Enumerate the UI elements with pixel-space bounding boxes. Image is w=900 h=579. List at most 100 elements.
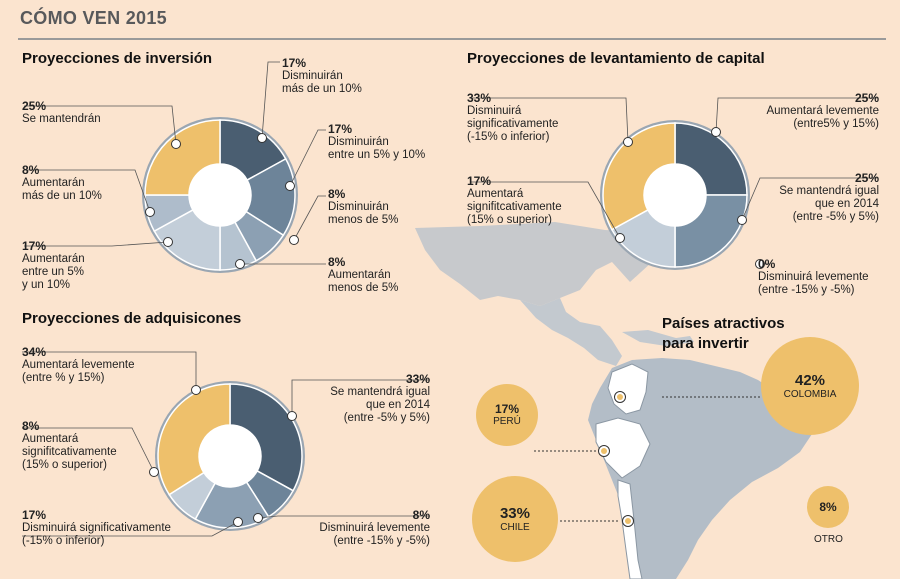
bubble-chile: 33% CHILE: [471, 475, 559, 563]
leader-line: [715, 97, 878, 133]
slice-label: 8% Aumentarán menos de 5%: [328, 256, 398, 295]
country-marker-dot: [625, 518, 631, 524]
slice-label: 8% Disminuirá levemente (entre -15% y -5%…: [319, 509, 430, 548]
slice-description: Aumentará levemente (entre % y 15%): [22, 359, 135, 384]
slice-label: 33% Se mantendrá igual que en 2014 (entre…: [330, 373, 430, 425]
slice-description: Disminuirá levemente (entre -15% y -5%): [758, 271, 869, 296]
slice-percent: 33%: [467, 91, 492, 105]
country-marker-dot: [617, 394, 623, 400]
leader-line: [24, 169, 151, 213]
slice-percent: 34%: [22, 345, 47, 359]
leader-line: [470, 181, 621, 239]
page-title: CÓMO VEN 2015: [20, 8, 167, 28]
map-central-america: [520, 298, 622, 366]
slice-percent: 8%: [22, 163, 40, 177]
slice-label: 17% Aumentarán entre un 5% y un 10%: [22, 240, 85, 292]
slice-percent: 0%: [758, 257, 776, 271]
country-marker-dot: [601, 448, 607, 454]
bubble-peru: 17% PERÚ: [475, 383, 539, 447]
slice-marker: [253, 513, 263, 523]
bubble-otro: 8%: [806, 485, 850, 529]
slice-percent: 17%: [22, 508, 47, 522]
donut-proyecciones-de-levantamiento-de-capital: [600, 120, 750, 270]
slice-label: 17% Disminuirá significativamente (-15% o…: [22, 509, 171, 548]
slice-description: Aumentará levemente (entre5% y 15%): [766, 105, 879, 130]
map-north-america: [415, 222, 660, 306]
chart-title: Proyecciones de inversión: [22, 50, 213, 67]
donut-proyecciones-de-inversion: [142, 117, 298, 273]
bubble-country: OTRO: [814, 534, 843, 546]
slice-label: 8% Aumentarán más de un 10%: [22, 164, 102, 203]
slice-label: 17% Disminuirán entre un 5% y 10%: [328, 123, 425, 162]
slice-marker: [191, 385, 201, 395]
slice-description: Disminuirá significativamente (-15% o in…: [22, 522, 171, 547]
slice-description: Se mantendrá igual que en 2014 (entre -5…: [330, 386, 430, 424]
slice-marker: [235, 259, 245, 269]
slice-label: 8% Aumentará signifitcativamente (15% o s…: [22, 420, 117, 472]
title-divider: [18, 38, 886, 40]
bubble-percent: 8%: [819, 499, 837, 514]
map-highlight-chile: [617, 479, 643, 579]
slice-marker: [285, 181, 295, 191]
slice-marker: [233, 517, 243, 527]
slice-label: 25% Aumentará levemente (entre5% y 15%): [766, 92, 879, 131]
slice-marker: [755, 259, 765, 269]
leader-line: [293, 195, 326, 241]
leader-line: [470, 97, 629, 143]
slice-marker: [615, 233, 625, 243]
leader-line: [22, 351, 197, 390]
leader-line: [261, 61, 280, 139]
slice-marker: [737, 215, 747, 225]
slice-marker: [145, 207, 155, 217]
slice-marker: [149, 467, 159, 477]
slice-description: Disminuirán menos de 5%: [328, 201, 399, 226]
countries-title: Países atractivos para invertir: [662, 315, 785, 352]
slice-marker: [257, 133, 267, 143]
slice-label: 25% Se mantendrá igual que en 2014 (entre…: [779, 172, 879, 224]
slice-percent: 8%: [22, 419, 40, 433]
map-south-america: [588, 358, 812, 579]
donut-slice: [602, 122, 676, 231]
slice-label: 17% Disminuirán más de un 10%: [282, 57, 362, 96]
chart-title: Proyecciones de adquisicones: [22, 310, 242, 327]
slice-percent: 25%: [854, 171, 879, 185]
slice-label: 33% Disminuirá significativamente (-15% o…: [467, 92, 558, 144]
bubble-percent: 42%: [794, 372, 826, 389]
slice-description: Se mantendrán: [22, 113, 101, 125]
donut-hole: [199, 425, 261, 487]
leader-line: [24, 105, 177, 145]
slice-description: Aumentarán entre un 5% y un 10%: [22, 253, 85, 291]
bubble-percent: 33%: [499, 504, 530, 522]
leader-line: [291, 379, 430, 416]
slice-marker: [623, 137, 633, 147]
donut-proyecciones-de-adquisicones: [155, 381, 305, 531]
slice-marker: [171, 139, 181, 149]
slice-marker: [163, 237, 173, 247]
slice-percent: 17%: [22, 239, 47, 253]
slice-label: 25% Se mantendrán: [22, 100, 101, 126]
bubble-colombia: 42% COLOMBIA: [761, 337, 859, 435]
leader-line: [289, 129, 326, 187]
slice-percent: 17%: [328, 122, 353, 136]
slice-description: Disminuirá significativamente (-15% o in…: [467, 105, 559, 143]
chart-title: Proyecciones de levantamiento de capital: [467, 50, 765, 67]
slice-description: Aumentarán más de un 10%: [22, 177, 102, 202]
slice-description: Aumentará signifitcativamente (15% o sup…: [467, 188, 562, 226]
slice-description: Se mantendrá igual que en 2014 (entre -5…: [779, 185, 879, 223]
leader-line: [22, 521, 239, 537]
slice-description: Aumentarán menos de 5%: [328, 269, 399, 294]
slice-marker: [289, 235, 299, 245]
slice-label: 0% Disminuirá levemente (entre -15% y -5%…: [758, 258, 869, 297]
slice-description: Disminuirán entre un 5% y 10%: [328, 136, 426, 161]
donut-hole: [189, 164, 251, 226]
bubble-percent: 17%: [494, 402, 519, 417]
slice-percent: 33%: [405, 372, 430, 386]
slice-label: 34% Aumentará levemente (entre % y 15%): [22, 346, 135, 385]
bubble-country: COLOMBIA: [783, 389, 837, 400]
bubble-country: PERÚ: [493, 416, 521, 428]
slice-percent: 17%: [467, 174, 492, 188]
slice-percent: 25%: [22, 99, 47, 113]
